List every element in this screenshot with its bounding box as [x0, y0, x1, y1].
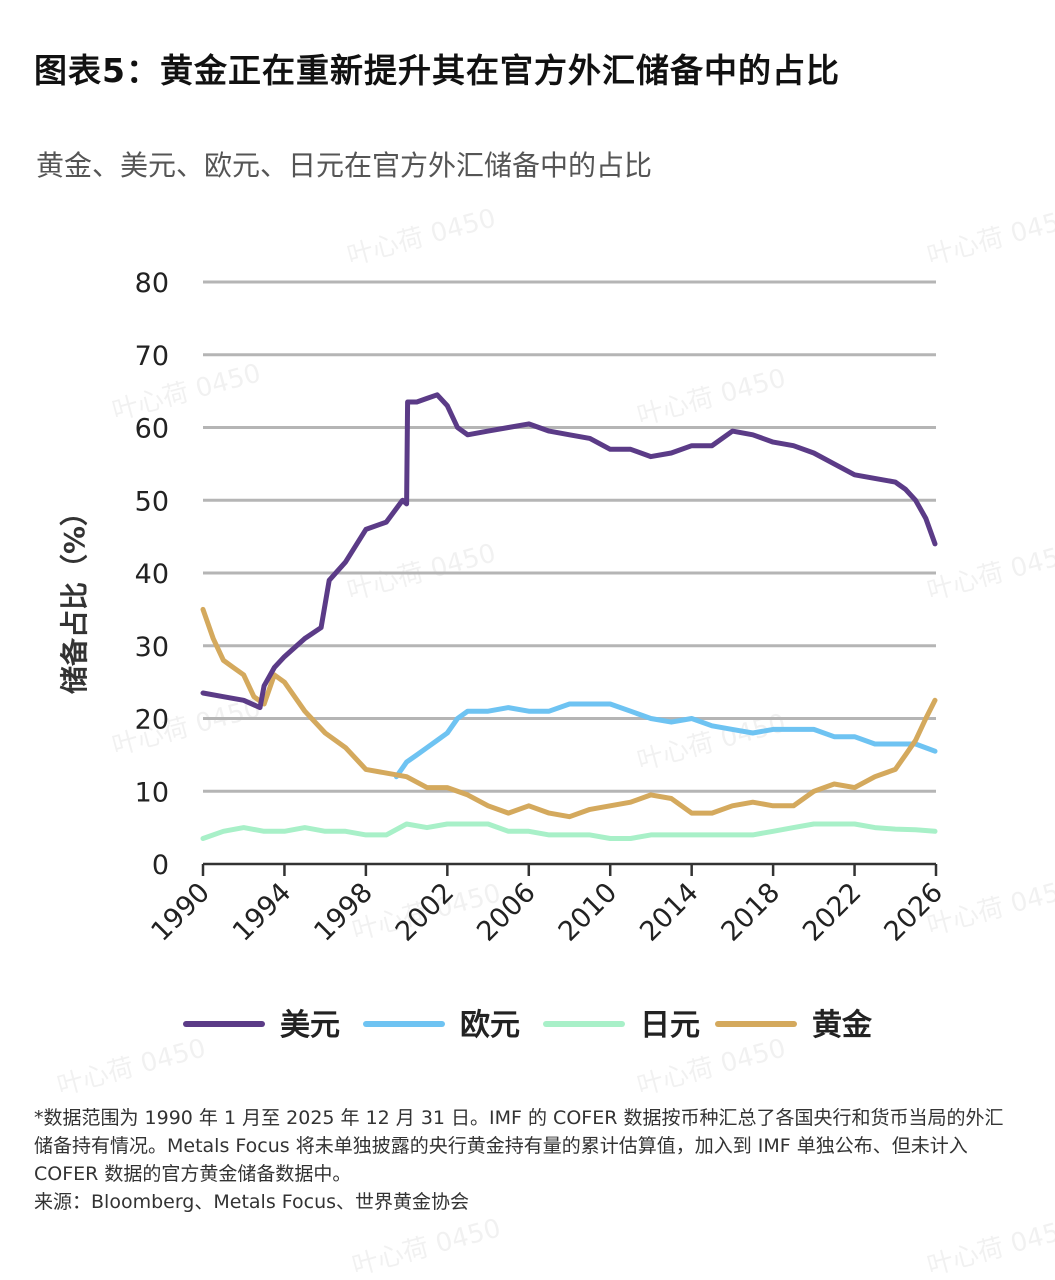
y-tick-label: 60	[135, 414, 169, 445]
y-axis-label: 储备占比（%）	[58, 498, 91, 694]
x-tick-label: 2010	[553, 877, 624, 948]
series-line-2	[200, 821, 938, 841]
watermark-text: 叶心荷 0450	[344, 203, 499, 271]
watermark-text: 叶心荷 0450	[109, 358, 264, 426]
x-tick-label: 2022	[797, 877, 868, 948]
x-tick-label: 2018	[716, 877, 787, 948]
y-tick-label: 30	[135, 632, 169, 663]
y-tick-label: 10	[135, 777, 169, 808]
watermark-text: 叶心荷 0450	[349, 1213, 504, 1280]
chart-legend: 美元 欧元 日元 黄金	[183, 1008, 873, 1043]
series-line-3	[200, 606, 938, 820]
y-tick-label: 80	[135, 268, 169, 299]
footnote-note: *数据范围为 1990 年 1 月至 2025 年 12 月 31 日。IMF …	[34, 1107, 1004, 1185]
series-line-1	[393, 701, 938, 780]
series-line-0	[200, 392, 938, 711]
watermark-text: 叶心荷 0450	[924, 203, 1055, 271]
y-tick-label: 50	[135, 486, 169, 517]
y-tick-label: 70	[135, 341, 169, 372]
x-tick-label: 2014	[634, 877, 705, 948]
watermark-text: 叶心荷 0450	[109, 693, 264, 761]
watermark-text: 叶心荷 0450	[54, 1033, 209, 1101]
legend-label: 美元	[280, 1008, 340, 1043]
chart-series	[200, 392, 938, 841]
footnote: *数据范围为 1990 年 1 月至 2025 年 12 月 31 日。IMF …	[34, 1104, 1019, 1216]
watermark-text: 叶心荷 0450	[634, 1033, 789, 1101]
chart-gridlines	[203, 280, 936, 866]
watermark-text: 叶心荷 0450	[924, 873, 1055, 941]
footnote-source: 来源：Bloomberg、Metals Focus、世界黄金协会	[34, 1191, 470, 1213]
y-tick-label: 20	[135, 705, 169, 736]
legend-label: 黄金	[812, 1008, 873, 1043]
legend-label: 欧元	[460, 1008, 520, 1043]
legend-label: 日元	[640, 1008, 700, 1043]
watermark-text: 叶心荷 0450	[924, 1213, 1055, 1280]
y-axis-ticks: 0 10 20 30 40 50 60 70 80	[135, 268, 169, 881]
x-tick-label: 1990	[145, 877, 216, 948]
x-tick-label: 1994	[227, 877, 298, 948]
page-title: 图表5：黄金正在重新提升其在官方外汇储备中的占比	[34, 51, 840, 90]
watermark-text: 叶心荷 0450	[924, 538, 1055, 606]
y-tick-label: 0	[152, 850, 169, 881]
chart-subtitle: 黄金、美元、欧元、日元在官方外汇储备中的占比	[36, 149, 653, 182]
y-tick-label: 40	[135, 559, 169, 590]
watermark-text: 叶心荷 0450	[634, 363, 789, 431]
x-axis-ticks: 1990 1994 1998 2002 2006 2010 2014 2018 2022 2026	[145, 864, 949, 948]
